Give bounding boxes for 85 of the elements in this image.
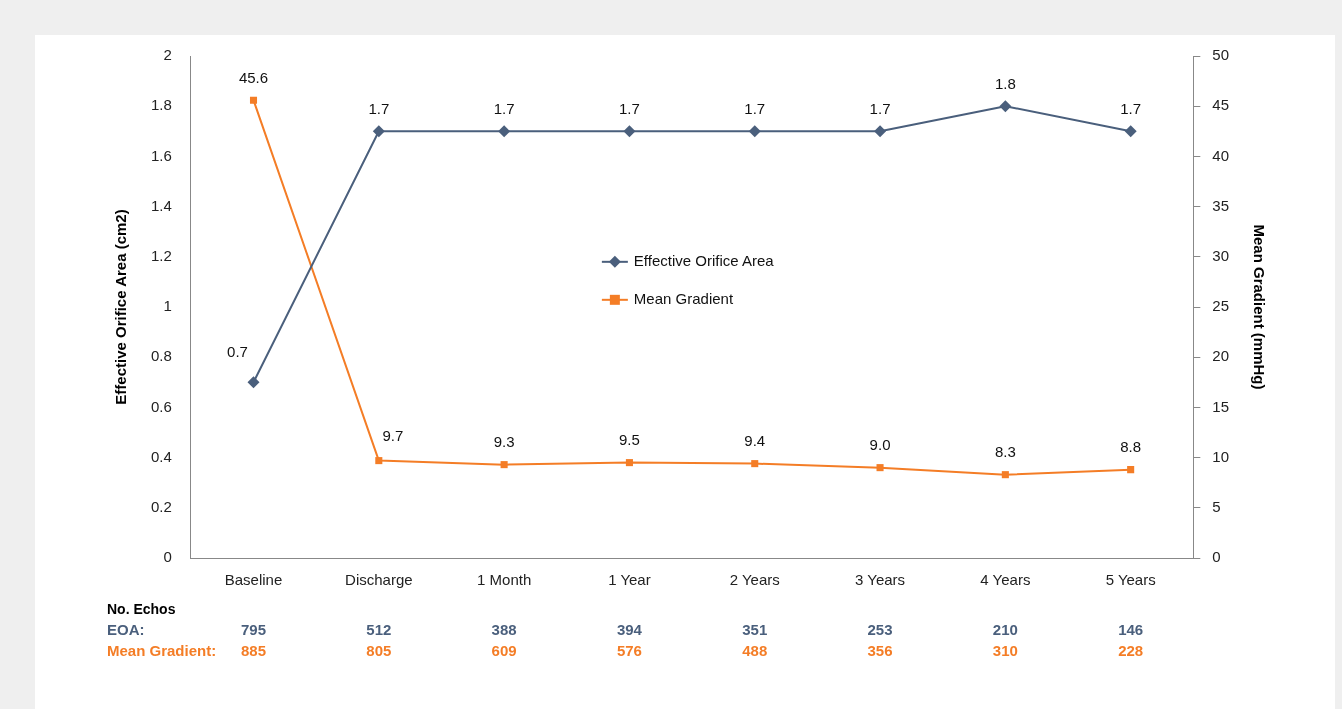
y-axis-title: Effective Orifice Area (cm2) [112,209,130,405]
text: 394 [616,621,643,639]
y2-tick-label: 35 [1212,196,1229,214]
y2-tick-label: 0 [1212,548,1221,566]
text: 146 [1118,621,1144,639]
y2-tick-label: 20 [1212,347,1229,365]
point [375,457,383,465]
data-label: 45.6 [238,68,269,86]
data-label: 8.8 [1120,438,1142,456]
y-tick-label: 1.4 [150,196,172,214]
text: 576 [616,642,642,660]
x-tick-label: 2 Years [729,571,780,589]
y-tick-label: 1.8 [150,96,172,114]
legend-label: Effective Orifice Area [633,251,775,269]
point [751,460,759,468]
point [1001,471,1009,479]
point [249,96,258,104]
point [372,125,385,138]
data-label: 9.5 [619,431,640,449]
text: No. Echos [107,600,176,617]
data-label: 9.3 [493,433,515,451]
y2-tick-label: 45 [1212,96,1229,114]
y-tick-label: 1 [163,297,172,315]
x-tick-label: 4 Years [980,571,1031,589]
y2-axis-title: Mean Gradient (mmHg) [1250,224,1268,390]
text: 885 [240,642,267,660]
y-tick-label: 0.4 [150,447,172,465]
data-label: 8.3 [994,443,1016,461]
data-label: 1.7 [368,99,390,117]
text: 351 [742,621,768,639]
y-tick-label: 2 [163,46,172,64]
text: 512 [366,621,392,639]
y2-tick-label: 30 [1212,246,1229,264]
data-label: 1.7 [869,99,891,117]
text: 609 [491,642,517,660]
data-label: 9.4 [744,432,766,450]
text: 356 [867,642,893,660]
y-tick-label: 0.8 [150,347,172,365]
data-label: 1.7 [744,99,766,117]
y2-tick-label: 10 [1212,447,1229,465]
point [874,125,887,138]
text: 795 [240,621,267,639]
point [500,461,508,469]
point [247,376,260,389]
point [498,125,511,138]
point [625,459,633,467]
x-tick-label: 5 Years [1105,571,1156,589]
y-tick-label: 1.2 [150,246,172,264]
data-label: 1.7 [493,99,515,117]
text: 310 [992,642,1018,660]
text: Mean Gradient: [107,642,217,660]
point [1124,125,1137,138]
y-tick-label: 1.6 [150,146,172,164]
legend-label: Mean Gradient [633,289,734,307]
point [999,100,1012,113]
data-label: 1.7 [619,99,640,117]
point [1127,466,1135,474]
x-tick-label: Baseline [224,571,283,589]
y-tick-label: 0.2 [150,497,172,515]
text: EOA: [107,621,145,639]
y2-tick-label: 25 [1212,297,1229,315]
y2-tick-label: 15 [1212,397,1229,415]
x-tick-label: 1 Month [477,571,532,589]
y2-tick-label: 50 [1212,46,1229,64]
text: 228 [1118,642,1144,660]
point [876,464,884,472]
point [623,125,636,138]
text: 488 [742,642,768,660]
y2-tick-label: 5 [1212,497,1221,515]
text: 388 [491,621,517,639]
data-label: 9.7 [382,427,404,445]
point [748,125,761,138]
data-label: 9.0 [869,436,891,454]
y2-tick-label: 40 [1212,146,1229,164]
x-tick-label: 3 Years [855,571,906,589]
x-tick-label: Discharge [345,571,413,589]
text: 253 [867,621,893,639]
data-label: 1.7 [1120,99,1142,117]
data-label: 1.8 [994,74,1016,92]
y-tick-label: 0.6 [150,397,172,415]
text: 210 [992,621,1018,639]
text: 805 [366,642,392,660]
y-tick-label: 0 [163,548,172,566]
data-label: 0.7 [227,342,248,360]
x-tick-label: 1 Year [608,571,651,589]
